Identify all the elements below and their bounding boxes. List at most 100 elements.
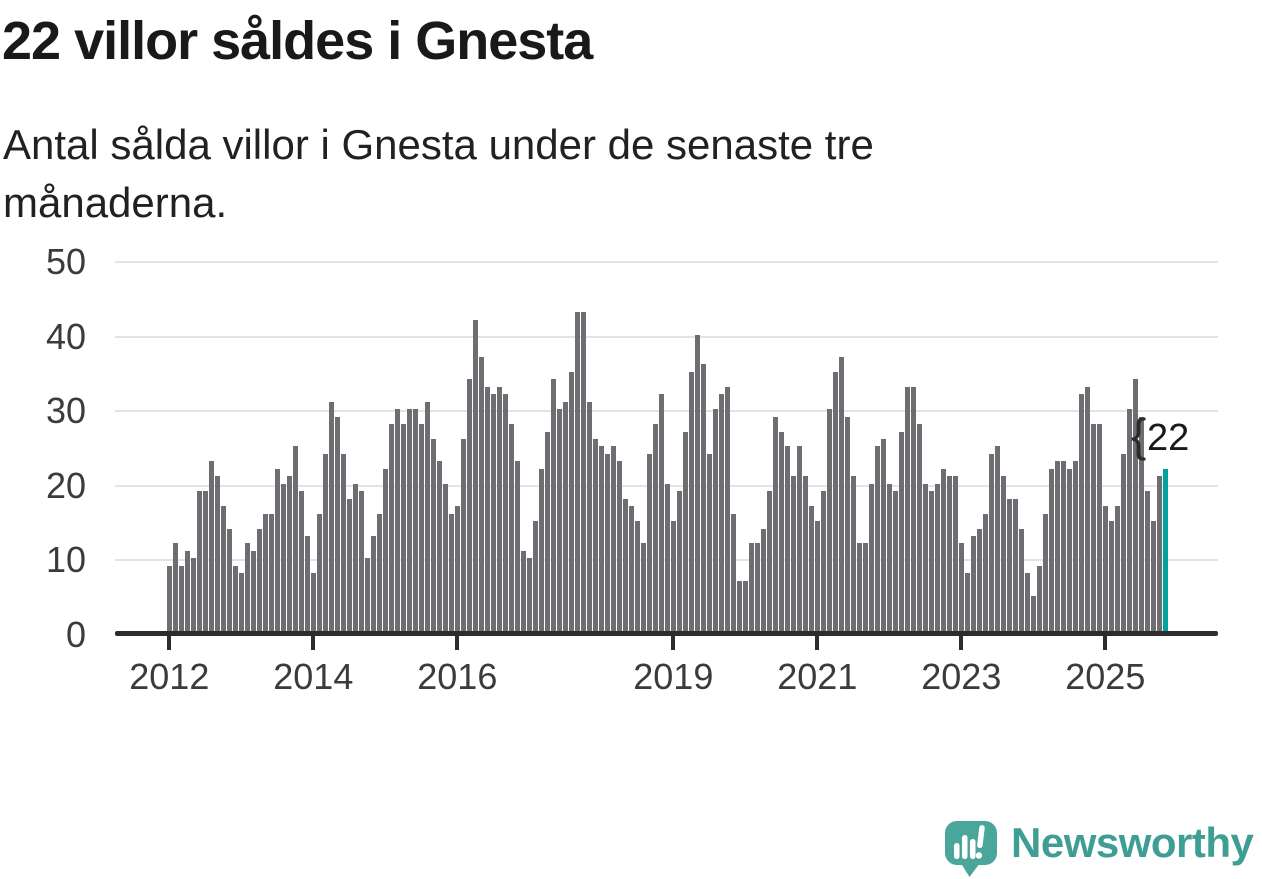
bar-month	[611, 446, 616, 633]
bar-month	[719, 394, 724, 633]
bar-month	[647, 454, 652, 633]
x-axis-label-2012: 2012	[129, 656, 210, 697]
x-axis-tick-2021	[815, 636, 820, 650]
bar-month	[1073, 461, 1078, 633]
newsworthy-wordmark: Newsworthy	[1011, 819, 1254, 866]
chart-subtitle-line-2: månaderna.	[3, 179, 228, 226]
bar-month	[1031, 596, 1036, 633]
bar-month	[347, 499, 352, 633]
bar-month	[179, 566, 184, 633]
bar-month	[1145, 491, 1150, 633]
bar-month	[743, 581, 748, 633]
y-axis-label-0: 0	[65, 614, 86, 655]
bar-month	[959, 543, 964, 633]
bar-month	[323, 454, 328, 633]
bar-month	[377, 514, 382, 633]
bar-month	[701, 364, 706, 633]
bar-month	[977, 529, 982, 633]
last-value-annotation: 22	[1147, 417, 1190, 459]
bar-month	[209, 461, 214, 633]
bar-month	[869, 484, 874, 633]
bar-month	[443, 484, 448, 633]
bar-month	[797, 446, 802, 633]
bar-month	[629, 506, 634, 633]
bar-month	[371, 536, 376, 633]
bar-month	[833, 372, 838, 633]
bar-month	[491, 394, 496, 633]
bar-month	[1091, 424, 1096, 633]
bar-month	[617, 461, 622, 633]
bar-month	[341, 454, 346, 633]
bar-month	[287, 476, 292, 633]
logo-bar-2	[962, 835, 968, 859]
bar-month	[845, 417, 850, 633]
bar-month	[257, 529, 262, 633]
bar-month	[221, 506, 226, 633]
bar-month	[581, 312, 586, 633]
bar-month	[275, 469, 280, 633]
bar-month	[653, 424, 658, 633]
bar-month	[467, 379, 472, 633]
bar-month	[437, 461, 442, 633]
bar-month	[659, 394, 664, 633]
bar-month	[293, 446, 298, 633]
bar-month	[593, 439, 598, 633]
bar-month	[239, 573, 244, 633]
logo-bar-1	[954, 843, 960, 859]
x-axis-tick-2023	[959, 636, 964, 650]
x-axis-tick-2025	[1103, 636, 1108, 650]
y-axis-label-20: 20	[45, 464, 86, 506]
bar-month	[923, 484, 928, 633]
bar-month	[269, 514, 274, 633]
bar-month	[569, 372, 574, 633]
x-axis-label-2016: 2016	[417, 656, 498, 697]
bar-month	[245, 543, 250, 633]
x-axis-label-2021: 2021	[777, 656, 858, 697]
bar-month	[317, 514, 322, 633]
newsworthy-logo-icon	[941, 812, 1001, 879]
bar-month	[449, 514, 454, 633]
page-title: 22 villor såldes i Gnesta	[2, 11, 593, 71]
bar-month	[227, 529, 232, 633]
bar-month	[989, 454, 994, 633]
bar-month	[1157, 476, 1162, 633]
annotation-curly-brace: {	[1131, 409, 1147, 461]
x-axis-tick-2012	[167, 636, 172, 650]
bar-month	[1049, 469, 1054, 633]
newsworthy-logo[interactable]: Newsworthy	[941, 812, 1254, 879]
bar-month	[911, 387, 916, 633]
bar-month	[1037, 566, 1042, 633]
bar-month	[1097, 424, 1102, 633]
bar-month	[203, 491, 208, 633]
bar-month	[431, 439, 436, 633]
bar-month	[587, 402, 592, 633]
bar-month	[1025, 573, 1030, 633]
bar-month	[893, 491, 898, 633]
bar-month	[605, 454, 610, 633]
x-axis-tick-2014	[311, 636, 316, 650]
bar-month	[233, 566, 238, 633]
bar-month	[527, 558, 532, 633]
bar-month	[1151, 521, 1156, 633]
bar-month	[1067, 469, 1072, 633]
bar-month	[1121, 454, 1126, 633]
bar-month	[839, 357, 844, 633]
bar-month	[953, 476, 958, 633]
bar-month	[737, 581, 742, 633]
bar-month	[401, 424, 406, 633]
bar-month	[533, 521, 538, 633]
gridline-50	[115, 261, 1218, 263]
bar-month	[785, 446, 790, 633]
bar-month	[779, 432, 784, 633]
bar-month	[329, 402, 334, 633]
bar-month	[1109, 521, 1114, 633]
bar-month	[713, 409, 718, 633]
bar-month	[689, 372, 694, 633]
x-axis-line	[115, 631, 1218, 636]
bar-month	[773, 417, 778, 633]
bar-month	[419, 424, 424, 633]
bar-month	[173, 543, 178, 633]
bar-month	[677, 491, 682, 633]
bar-month	[965, 573, 970, 633]
